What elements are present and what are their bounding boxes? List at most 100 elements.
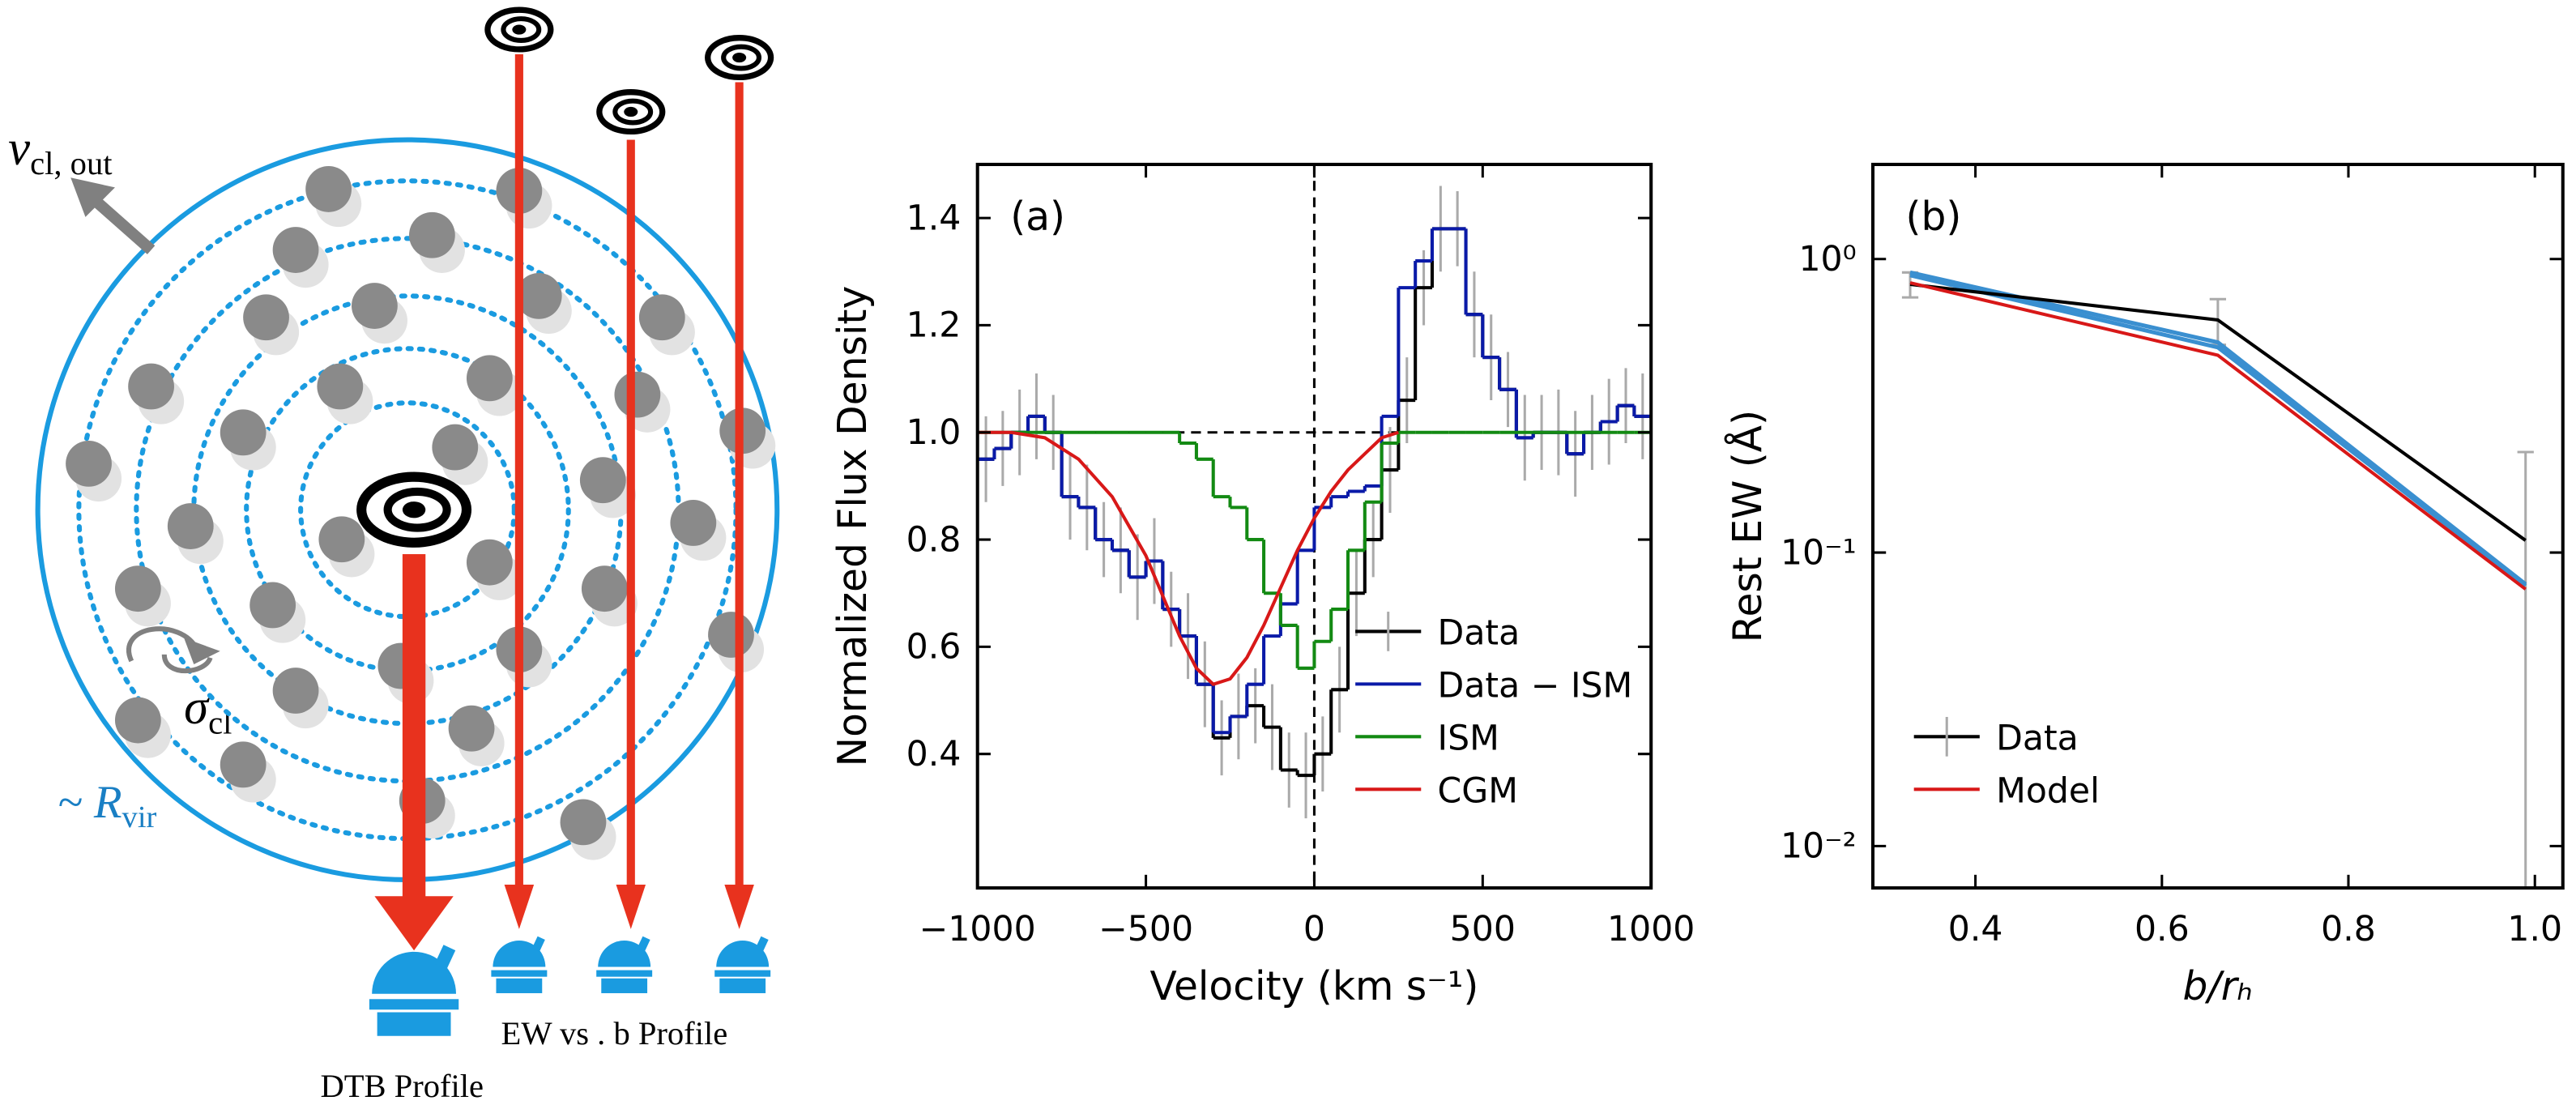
velocity-subscript: cl, out [30, 145, 113, 181]
galaxy-arm [612, 98, 654, 126]
panel-label: (b) [1906, 194, 1962, 240]
galaxy-icon [705, 35, 774, 81]
arrow-head [504, 885, 535, 929]
plot-frame [975, 162, 1653, 890]
cloud [515, 272, 562, 319]
cloud [579, 457, 626, 504]
telescope-slit [637, 936, 650, 952]
y-tick-label: 1.2 [906, 305, 962, 346]
panel-label: (a) [1010, 194, 1065, 240]
x-tick-label: −1000 [919, 909, 1036, 949]
galaxy-arm [705, 35, 774, 81]
telescope-base [377, 1012, 451, 1036]
cloud [128, 363, 174, 410]
cloud [114, 697, 161, 744]
dispersion-arrow [126, 626, 200, 663]
galaxy-core [732, 52, 747, 63]
series-line [977, 430, 1400, 686]
cloud [305, 166, 352, 212]
cloud [272, 668, 319, 714]
sightline-arrow [735, 82, 744, 889]
cloud [466, 539, 513, 586]
radius-label: ~ Rvir [58, 777, 157, 834]
y-axis-label: Rest EW (Å) [1725, 410, 1771, 642]
cloud [352, 283, 398, 329]
cloud [272, 227, 319, 273]
cloud [317, 363, 364, 410]
y-tick-label: 10⁻¹ [1781, 532, 1857, 573]
series-line [1909, 282, 2527, 542]
y-tick-label: 0.4 [906, 734, 962, 774]
cloud [560, 799, 607, 846]
galaxy-icon [356, 471, 472, 548]
galaxy-arm [596, 89, 666, 135]
galaxy-core [402, 501, 426, 518]
cloud [638, 294, 685, 341]
telescope-icon [596, 936, 653, 993]
telescope-base [369, 999, 459, 1010]
telescope-dome [493, 941, 546, 967]
x-tick-label: 1.0 [2507, 909, 2562, 949]
x-tick-label: 0.4 [1948, 909, 2003, 949]
cloud [432, 424, 479, 471]
telescope-icon [369, 945, 459, 1036]
arrow-head [616, 885, 646, 929]
x-tick-label: −500 [1098, 909, 1193, 949]
sightline-arrow [402, 554, 426, 900]
sightline-arrow [626, 139, 635, 889]
sightline-arrow [514, 53, 523, 889]
telescope-base [491, 970, 548, 977]
telescope-icon [714, 936, 771, 993]
legend-label: ISM [1438, 719, 1499, 759]
telescope-base [714, 970, 771, 977]
dispersion-subscript: cl [208, 704, 232, 740]
arrow-head [724, 885, 754, 929]
x-tick-label: 0 [1303, 909, 1325, 949]
chart: −1000 −500 0 500 1000 0.4 0.6 0.8 1.0 1.2 1.4 (a) Ve… [830, 162, 1695, 1009]
telescope-dome [372, 951, 456, 994]
velocity-symbol: v [8, 122, 31, 176]
velocity-label: vcl, out [8, 122, 113, 181]
cloud [581, 565, 628, 612]
cloud [318, 516, 365, 563]
x-axis-label: Velocity (km s⁻¹) [1149, 964, 1478, 1009]
legend-label: Data − ISM [1438, 666, 1633, 706]
cloud [670, 500, 717, 546]
y-tick-label: 0.8 [906, 519, 962, 560]
x-tick-label: 1000 [1607, 909, 1695, 949]
cloud [243, 294, 289, 341]
cloud [220, 741, 267, 788]
galaxy-arm [501, 16, 542, 43]
telescope-slit [755, 936, 769, 952]
telescope-base [496, 978, 543, 993]
telescope-slit [531, 936, 545, 952]
galaxy-core [624, 106, 638, 117]
galaxy-arm [383, 487, 451, 532]
y-tick-label: 0.6 [906, 627, 962, 668]
orbit-ring [298, 400, 517, 620]
galaxy-icon [484, 6, 554, 53]
telescope-base [601, 978, 648, 993]
cloud [408, 211, 455, 258]
model-variant-line [1909, 273, 2527, 588]
cloud [220, 409, 267, 456]
galaxy-core [512, 24, 527, 35]
cloud [466, 355, 513, 402]
legend-label: Data [1996, 719, 2079, 759]
x-axis-label: b/rₕ [2183, 964, 2254, 1009]
radius-symbol: ~ R [58, 777, 122, 828]
telescope-dome [716, 941, 770, 967]
y-tick-label: 1.0 [906, 412, 962, 453]
cloud [448, 705, 495, 752]
ew-profile-label: EW vs . b Profile [501, 1015, 728, 1052]
galaxy-arm [721, 44, 762, 71]
radius-subscript: vir [122, 800, 157, 834]
arrow-head [374, 896, 454, 951]
dispersion-arrow [161, 654, 213, 674]
telescope-base [596, 970, 653, 977]
chart: 0.4 0.6 0.8 1.0 10⁻² 10⁻¹ 10⁰ (b) b/rₕ Rest EW (Å… [1725, 162, 2565, 1009]
cloud [66, 440, 112, 487]
cloud [167, 503, 214, 549]
telescope-dome [598, 941, 651, 967]
plot-frame [1870, 162, 2565, 890]
